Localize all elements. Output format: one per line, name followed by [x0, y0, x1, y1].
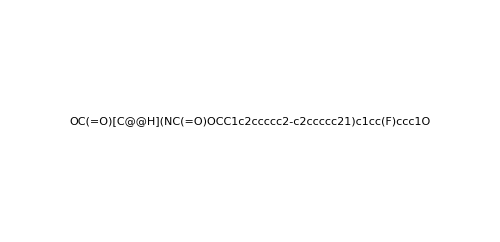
- Text: OC(=O)[C@@H](NC(=O)OCC1c2ccccc2-c2ccccc21)c1cc(F)ccc1O: OC(=O)[C@@H](NC(=O)OCC1c2ccccc2-c2ccccc2…: [70, 116, 430, 126]
